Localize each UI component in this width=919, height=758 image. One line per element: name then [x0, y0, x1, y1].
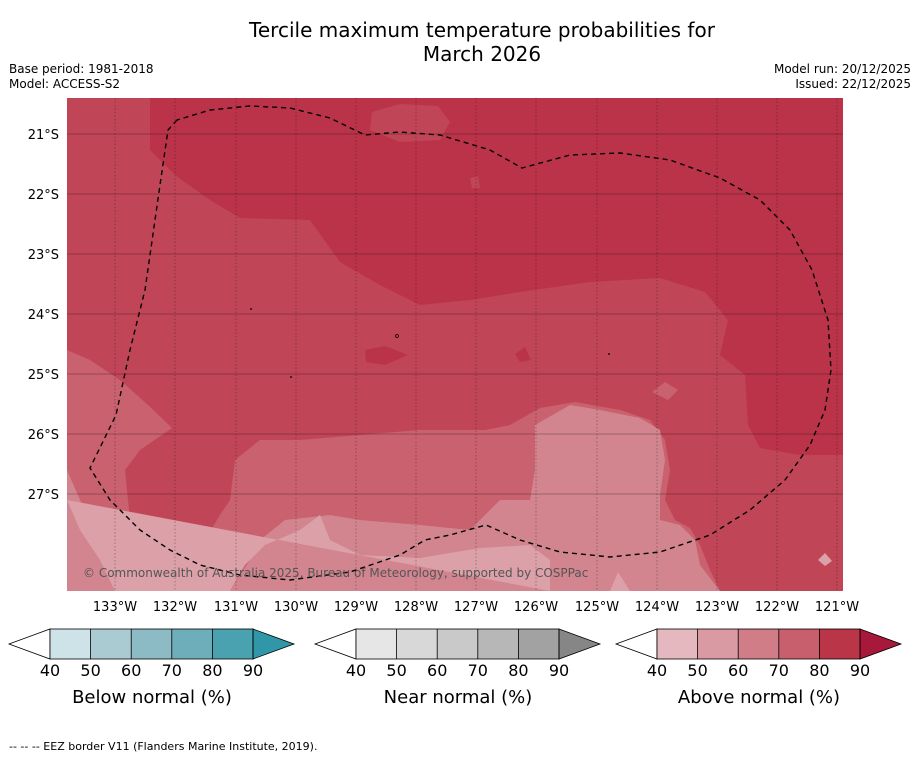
cb-near-tick-80: 80: [508, 661, 528, 680]
cb-below-seg-4: [171, 629, 213, 659]
lat-label-22: 22°S: [28, 188, 59, 203]
cb-near-high-triangle: [558, 628, 602, 660]
lon-label-123: 123°W: [695, 600, 739, 615]
lat-label-23: 23°S: [28, 248, 59, 263]
cb-near-seg-5: [518, 629, 559, 659]
lat-label-26: 26°S: [28, 428, 59, 443]
colorbar-below: 40 50 60 70 80 90 Below normal (%): [7, 628, 296, 708]
cb-above-low-triangle: [614, 628, 658, 660]
patch-70-north: [370, 104, 450, 142]
colorbar-near: 40 50 60 70 80 90 Near normal (%): [313, 628, 602, 708]
lon-label-127: 127°W: [454, 600, 498, 615]
lat-label-27: 27°S: [28, 488, 59, 503]
patch-40-east: [818, 553, 832, 566]
cb-above-seg-4: [778, 629, 820, 659]
lon-label-125: 125°W: [575, 600, 619, 615]
cb-near-tick-70: 70: [468, 661, 488, 680]
cb-below-low-triangle: [7, 628, 51, 660]
lat-label-24: 24°S: [28, 308, 59, 323]
cb-above-high-triangle: [859, 628, 903, 660]
patch-70-small: [470, 176, 480, 188]
cb-above-tick-60: 60: [728, 661, 748, 680]
title-line-1: Tercile maximum temperature probabilitie…: [249, 18, 715, 42]
cb-near-seg-3: [437, 629, 478, 659]
model-name: Model: ACCESS-S2: [9, 77, 121, 91]
region-80-north: [150, 98, 843, 455]
region-50-south: [67, 405, 720, 591]
base-period: Base period: 1981-2018: [9, 62, 154, 76]
grid-lines: [67, 98, 843, 591]
meta-left: Base period: 1981-2018 Model: ACCESS-S2: [9, 62, 154, 92]
model-run: Model run: 20/12/2025: [773, 62, 911, 76]
cb-near-seg-4: [477, 629, 519, 659]
cb-near-tick-60: 60: [427, 661, 447, 680]
lat-label-21: 21°S: [28, 128, 59, 143]
eez-border: [89, 105, 832, 581]
cb-below-tick-50: 50: [80, 661, 100, 680]
cb-above-seg-2: [697, 629, 739, 659]
cb-below-high-triangle: [252, 628, 296, 660]
lon-label-121: 121°W: [815, 600, 859, 615]
lon-label-122: 122°W: [755, 600, 799, 615]
region-60-east-patch: [652, 382, 678, 400]
lon-label-133: 133°W: [93, 600, 137, 615]
cb-below-title: Below normal (%): [72, 687, 232, 708]
cb-near-tick-90: 90: [549, 661, 569, 680]
lat-gridlines: [67, 133, 843, 495]
cb-near-seg-2: [396, 629, 438, 659]
lon-label-129: 129°W: [334, 600, 378, 615]
cb-above-tick-40: 40: [647, 661, 667, 680]
cb-below-seg-1: [50, 629, 91, 659]
lon-label-132: 132°W: [153, 600, 197, 615]
colorbar-above: 40 50 60 70 80 90 Above normal (%): [614, 628, 903, 708]
patch-80-a: [365, 346, 408, 365]
cb-near-tick-50: 50: [386, 661, 406, 680]
cb-near-title: Near normal (%): [384, 687, 533, 708]
cb-below-seg-3: [131, 629, 172, 659]
lon-label-126: 126°W: [514, 600, 558, 615]
cb-above-seg-1: [657, 629, 698, 659]
lon-label-124: 124°W: [635, 600, 679, 615]
meta-right: Model run: 20/12/2025 Issued: 22/12/2025: [774, 62, 911, 92]
cb-below-tick-90: 90: [243, 661, 263, 680]
issued-date: Issued: 22/12/2025: [795, 77, 911, 91]
cb-above-tick-90: 90: [850, 661, 870, 680]
cb-below-frame: [49, 628, 254, 660]
lon-label-128: 128°W: [394, 600, 438, 615]
cb-below-tick-60: 60: [121, 661, 141, 680]
cb-below-seg-2: [90, 629, 132, 659]
cb-below-tick-70: 70: [162, 661, 182, 680]
cb-above-frame: [656, 628, 861, 660]
cb-below-tick-40: 40: [40, 661, 60, 680]
cb-above-seg-3: [738, 629, 779, 659]
copyright-notice: © Commonwealth of Australia 2025, Bureau…: [83, 566, 588, 580]
cb-near-tick-40: 40: [346, 661, 366, 680]
patch-80-b: [515, 347, 531, 362]
lon-label-131: 131°W: [214, 600, 258, 615]
lon-labels: 133°W 132°W 131°W 130°W 129°W 128°W 127°…: [93, 600, 859, 615]
island-mark-a: [395, 334, 399, 338]
map-field: [67, 98, 843, 591]
lon-gridlines: [114, 98, 838, 591]
cb-near-seg-1: [356, 629, 397, 659]
cb-above-tick-80: 80: [809, 661, 829, 680]
patch-40-small: [610, 572, 630, 591]
cb-near-frame: [355, 628, 560, 660]
cb-below-tick-80: 80: [202, 661, 222, 680]
lat-labels: 21°S 22°S 23°S 24°S 25°S 26°S 27°S: [28, 128, 59, 503]
eez-footnote: -- -- -- EEZ border V11 (Flanders Marine…: [9, 740, 318, 753]
lon-label-130: 130°W: [274, 600, 318, 615]
cb-above-title: Above normal (%): [678, 687, 840, 708]
region-40-south: [67, 500, 550, 591]
cb-above-seg-5: [819, 629, 860, 659]
lat-label-25: 25°S: [28, 368, 59, 383]
chart-title: Tercile maximum temperature probabilitie…: [0, 18, 919, 66]
cb-above-tick-70: 70: [769, 661, 789, 680]
cb-near-low-triangle: [313, 628, 357, 660]
cb-above-tick-50: 50: [687, 661, 707, 680]
title-line-2: March 2026: [422, 42, 542, 66]
cb-below-seg-5: [212, 629, 253, 659]
